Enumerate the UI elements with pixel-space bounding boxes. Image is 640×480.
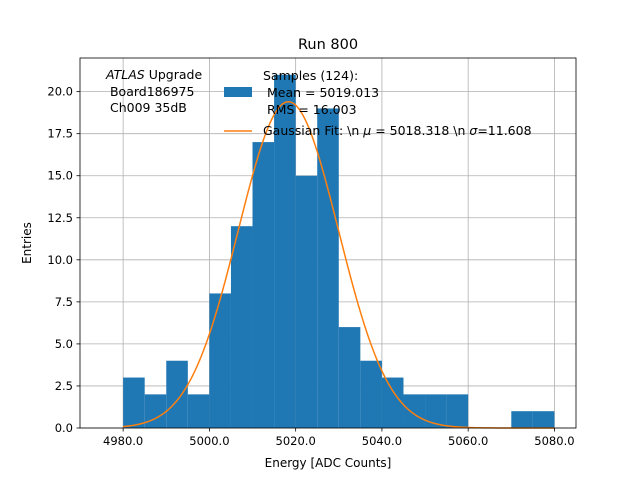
histogram-bar [425,394,447,428]
axis-ticks: 4980.0 5000.0 5020.0 5040.0 5060.0 5080.0 0.0 2… [47,85,574,448]
x-tick-label: 5080.0 [534,434,574,448]
plot-frame [79,57,577,429]
upgrade-label: Upgrade [145,67,203,82]
x-axis-label: Energy [ADC Counts] [265,456,392,470]
y-tick-label: 17.5 [47,127,73,141]
y-tick-label: 20.0 [47,85,73,99]
y-tick-label: 0.0 [55,421,73,435]
atlas-annotation-line1: ATLAS Upgrade [105,67,202,82]
x-tick-label: 5040.0 [362,434,402,448]
y-tick-label: 2.5 [55,379,73,393]
histogram-bar [274,74,296,429]
histogram-bar [187,394,210,428]
legend-histogram-swatch [224,87,252,97]
histogram-bar [446,394,469,428]
x-tick-label: 5060.0 [448,434,488,448]
histogram-bar [209,293,231,428]
histogram-bar [338,327,361,428]
legend-fit-prefix: Gaussian Fit: \n [263,123,363,138]
histogram-bar [123,377,145,428]
legend-hist-line3: RMS = 16.003 [263,102,357,117]
histogram-bar [511,411,533,428]
histogram-bar [532,411,555,428]
y-tick-label: 12.5 [47,211,73,225]
legend-hist-line1: Samples (124): [263,68,358,83]
histogram-bar [252,142,275,428]
y-tick-label: 7.5 [55,295,73,309]
legend-fit-suffix: =11.608 [477,123,531,138]
legend-fit-sigma: σ [469,123,478,138]
legend-fit-mu: μ [362,123,371,138]
histogram-bars [123,74,555,429]
x-tick-label: 5000.0 [189,434,229,448]
legend-fit-label: Gaussian Fit: \n μ = 5018.318 \n σ=11.60… [263,123,532,138]
legend-fit-mid: = 5018.318 \n [371,123,469,138]
atlas-annotation-line2: Board186975 [106,84,194,99]
histogram-bar [144,394,167,428]
histogram-bar [317,108,339,429]
chart-title: Run 800 [298,37,358,53]
histogram-bar [295,175,318,428]
y-axis-label: Entries [20,222,34,264]
atlas-annotation-line3: Ch009 35dB [106,100,187,115]
y-tick-label: 10.0 [47,253,73,267]
histogram-bar [381,377,404,428]
x-tick-label: 5020.0 [276,434,316,448]
atlas-label: ATLAS [105,67,145,82]
x-tick-label: 4980.0 [103,434,143,448]
legend: Samples (124): Mean = 5019.013 RMS = 16.… [224,68,532,138]
y-tick-label: 15.0 [47,169,73,183]
y-tick-label: 5.0 [55,337,73,351]
legend-hist-line2: Mean = 5019.013 [263,85,379,100]
histogram-bar [166,360,188,428]
histogram-bar [230,226,253,428]
histogram-bar [360,360,382,428]
histogram-bar [403,394,426,428]
